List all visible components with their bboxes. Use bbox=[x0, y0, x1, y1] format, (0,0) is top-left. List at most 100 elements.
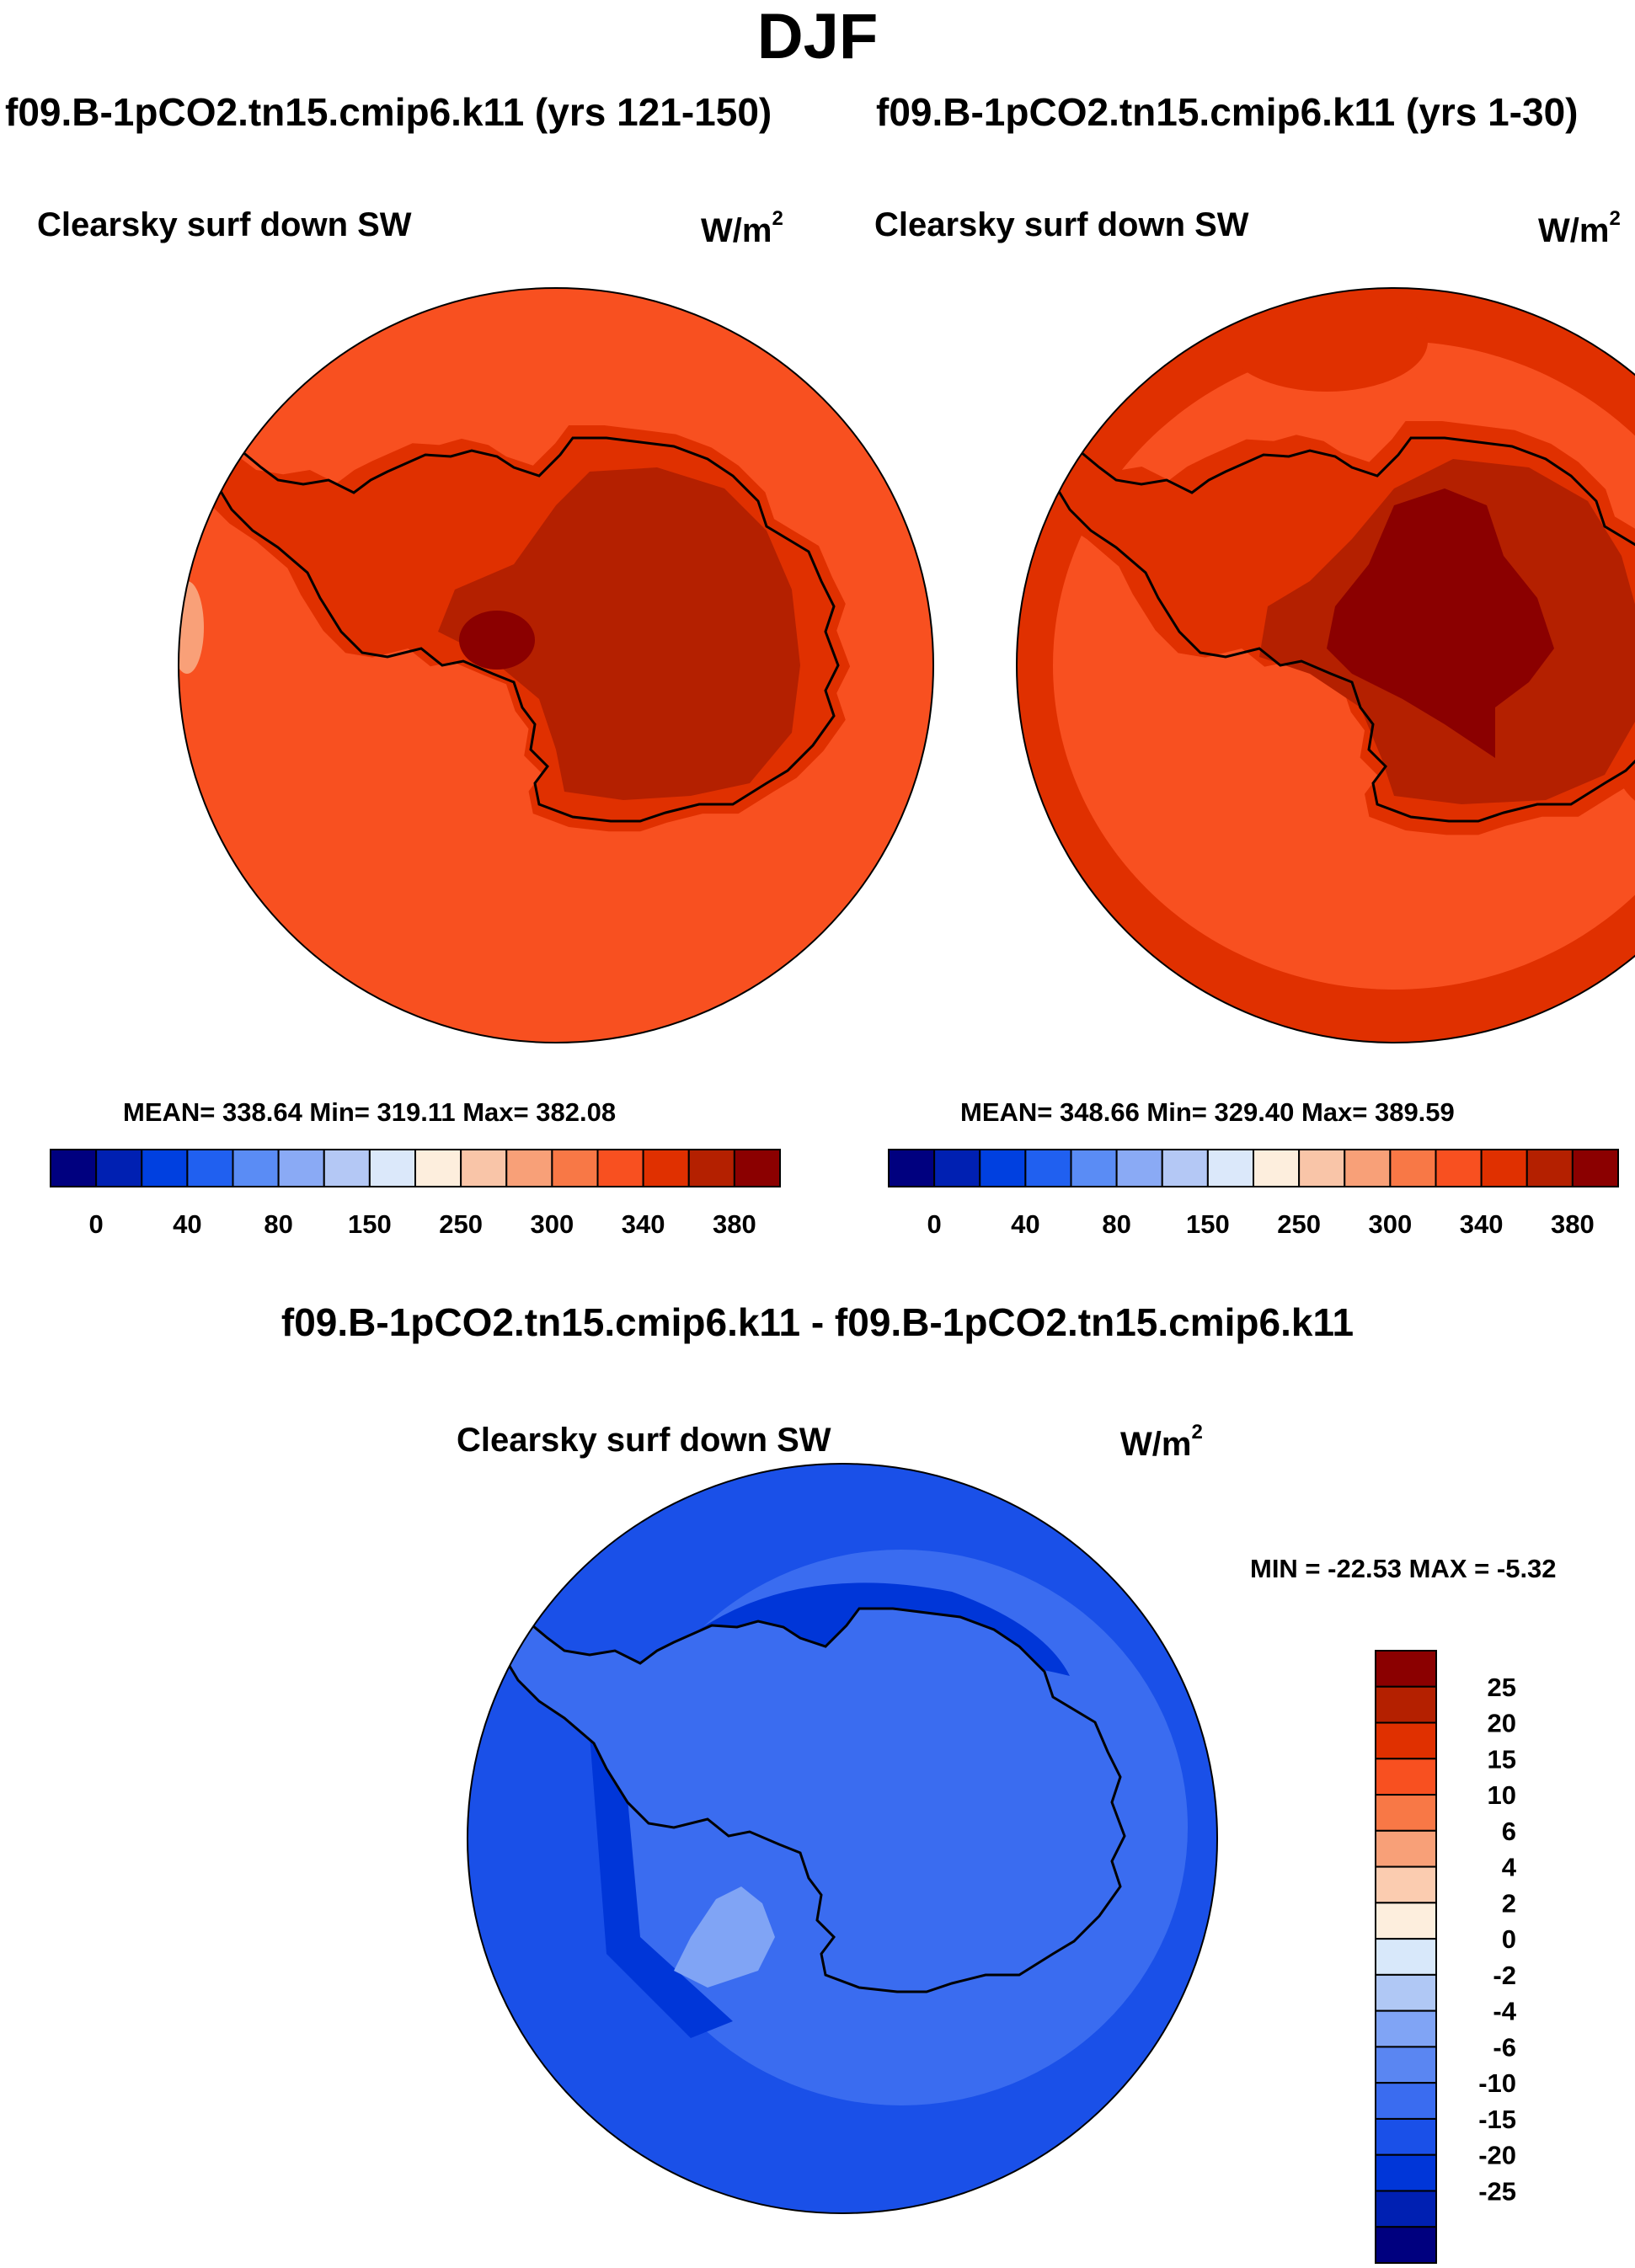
difference-colorbar-box bbox=[1375, 2190, 1437, 2228]
panel1-colorbar-label: 340 bbox=[622, 1209, 665, 1239]
difference-units: W/m2 bbox=[1120, 1421, 1203, 1463]
panel1-low-patch bbox=[179, 581, 204, 674]
difference-colorbar-label: 6 bbox=[1502, 1817, 1516, 1846]
panel1-colorbar-box bbox=[642, 1149, 690, 1187]
panel2-colorbar-box bbox=[1115, 1149, 1163, 1187]
difference-colorbar-label: 10 bbox=[1488, 1780, 1516, 1810]
difference-colorbar-box bbox=[1375, 2046, 1437, 2084]
panel2-peak-patch bbox=[1327, 488, 1554, 758]
panel2-colorbar-label: 150 bbox=[1186, 1209, 1230, 1239]
panel2-colorbar-label: 340 bbox=[1460, 1209, 1504, 1239]
difference-colorbar-box bbox=[1375, 1758, 1437, 1796]
panel2-variable-title: Clearsky surf down SW bbox=[874, 206, 1249, 243]
panel2-colorbar-label: 250 bbox=[1277, 1209, 1321, 1239]
panel1-colorbar-box bbox=[596, 1149, 644, 1187]
difference-colorbar-box bbox=[1375, 1794, 1437, 1832]
panel2-colorbar-box bbox=[1070, 1149, 1118, 1187]
difference-colorbar-label: -20 bbox=[1478, 2141, 1516, 2170]
panel2-units: W/m2 bbox=[1538, 207, 1621, 249]
panel2-colorbar-box bbox=[1389, 1149, 1437, 1187]
difference-map bbox=[468, 1464, 1217, 2213]
panel1-colorbar-box bbox=[551, 1149, 599, 1187]
panel1-colorbar-box bbox=[232, 1149, 280, 1187]
panel2-colorbar-label: 0 bbox=[927, 1209, 942, 1239]
panel1-colorbar-label: 300 bbox=[531, 1209, 574, 1239]
difference-colorbar-box bbox=[1375, 1721, 1437, 1760]
difference-variable-title: Clearsky surf down SW bbox=[457, 1422, 831, 1459]
difference-colorbar-label: 25 bbox=[1488, 1673, 1516, 1702]
difference-colorbar-label: -4 bbox=[1493, 1997, 1516, 2026]
panel1-units: W/m2 bbox=[701, 207, 783, 249]
difference-colorbar-box bbox=[1375, 1902, 1437, 1940]
difference-title: f09.B-1pCO2.tn15.cmip6.k11 - f09.B-1pCO2… bbox=[281, 1300, 1354, 1344]
panel2-colorbar-label: 80 bbox=[1102, 1209, 1130, 1239]
difference-colorbar-label: 15 bbox=[1488, 1744, 1516, 1774]
panel1-colorbar-label: 80 bbox=[264, 1209, 292, 1239]
panel2-colorbar-box bbox=[1435, 1149, 1483, 1187]
panel1-colorbar-box bbox=[460, 1149, 508, 1187]
panel2-colorbar-box bbox=[933, 1149, 981, 1187]
panel1-colorbar-label: 40 bbox=[173, 1209, 201, 1239]
difference-colorbar-label: -2 bbox=[1493, 1961, 1516, 1990]
panel1-map-border bbox=[178, 287, 934, 1043]
difference-colorbar-label: -25 bbox=[1478, 2176, 1516, 2206]
panel1-interior-field bbox=[438, 467, 800, 800]
panel1-colorbar-box bbox=[50, 1149, 98, 1187]
panel1-variable-title: Clearsky surf down SW bbox=[37, 206, 412, 243]
panel2-colorbar-box bbox=[1525, 1149, 1574, 1187]
difference-colorbar-box bbox=[1375, 1650, 1437, 1688]
panel2-colorbar-box bbox=[1344, 1149, 1392, 1187]
difference-colorbar-label: -15 bbox=[1478, 2105, 1516, 2134]
panel2-colorbar-box bbox=[1161, 1149, 1209, 1187]
difference-colorbar-box bbox=[1375, 1938, 1437, 1976]
difference-colorbar-box bbox=[1375, 1865, 1437, 1904]
panel1-colorbar-box bbox=[141, 1149, 189, 1187]
panel1-colorbar-label: 0 bbox=[89, 1209, 104, 1239]
panel1-colorbar-label: 150 bbox=[348, 1209, 392, 1239]
panel2-colorbar-box bbox=[1253, 1149, 1301, 1187]
difference-colorbar-box bbox=[1375, 2082, 1437, 2120]
difference-colorbar-label: -6 bbox=[1493, 2032, 1516, 2062]
panel1-colorbar-box bbox=[733, 1149, 781, 1187]
panel1-colorbar-box bbox=[95, 1149, 143, 1187]
panel2-map bbox=[1017, 288, 1635, 1043]
panel2-colorbar-box bbox=[979, 1149, 1027, 1187]
panel2-colorbar-label: 300 bbox=[1369, 1209, 1413, 1239]
figure-title: DJF bbox=[756, 1, 879, 72]
difference-colorbar-label: 20 bbox=[1488, 1709, 1516, 1738]
difference-colorbar-box bbox=[1375, 1973, 1437, 2012]
difference-colorbar-label: -10 bbox=[1478, 2068, 1516, 2098]
difference-colorbar-label: 0 bbox=[1502, 1924, 1516, 1954]
panel1-map bbox=[179, 288, 933, 1043]
panel1-colorbar-label: 380 bbox=[713, 1209, 756, 1239]
difference-colorbar-box bbox=[1375, 2153, 1437, 2192]
difference-map-border bbox=[467, 1463, 1218, 2214]
difference-colorbar-label: 2 bbox=[1502, 1888, 1516, 1918]
panel2-colorbar: 0 40 80 150 250 300 340 380 bbox=[888, 1149, 1619, 1239]
panel1-case-title: f09.B-1pCO2.tn15.cmip6.k11 (yrs 121-150) bbox=[5, 90, 772, 134]
panel2-stats: MEAN= 348.66 Min= 329.40 Max= 389.59 bbox=[960, 1097, 1455, 1127]
panel2-ring-gap bbox=[1226, 291, 1428, 392]
difference-dark-band-2 bbox=[590, 1735, 733, 2038]
panel1-colorbar-label: 250 bbox=[439, 1209, 483, 1239]
panel1-colorbar-box bbox=[505, 1149, 553, 1187]
panel2-colorbar-box bbox=[1298, 1149, 1346, 1187]
panel1-colorbar-box bbox=[687, 1149, 735, 1187]
panel1-colorbar: 0 40 80 150 250 300 340 380 bbox=[50, 1149, 781, 1239]
panel2-colorbar-box bbox=[1480, 1149, 1528, 1187]
panel2-colorbar-box bbox=[1571, 1149, 1619, 1187]
difference-stats: MIN = -22.53 MAX = -5.32 bbox=[1250, 1554, 1557, 1583]
panel1-peak-patch bbox=[459, 611, 535, 670]
panel2-colorbar-box bbox=[1206, 1149, 1254, 1187]
difference-colorbar-box bbox=[1375, 1685, 1437, 1724]
difference-colorbar-box bbox=[1375, 2117, 1437, 2156]
panel1-colorbar-box bbox=[368, 1149, 416, 1187]
panel1-colorbar-box bbox=[277, 1149, 325, 1187]
difference-colorbar-label: 4 bbox=[1502, 1853, 1517, 1882]
panel1-colorbar-box bbox=[186, 1149, 234, 1187]
panel2-map-border bbox=[1016, 287, 1635, 1043]
panel2-colorbar-box bbox=[1024, 1149, 1072, 1187]
difference-colorbar-box bbox=[1375, 1829, 1437, 1868]
panel2-colorbar-label: 40 bbox=[1011, 1209, 1039, 1239]
